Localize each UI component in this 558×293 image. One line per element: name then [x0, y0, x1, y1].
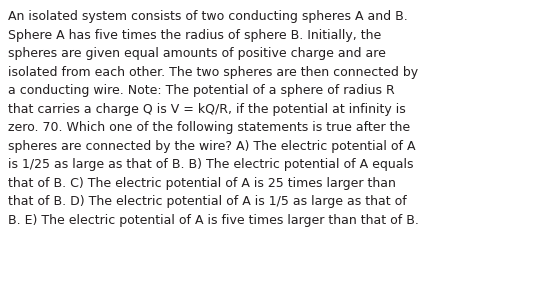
Text: An isolated system consists of two conducting spheres A and B.
Sphere A has five: An isolated system consists of two condu…	[8, 10, 418, 227]
